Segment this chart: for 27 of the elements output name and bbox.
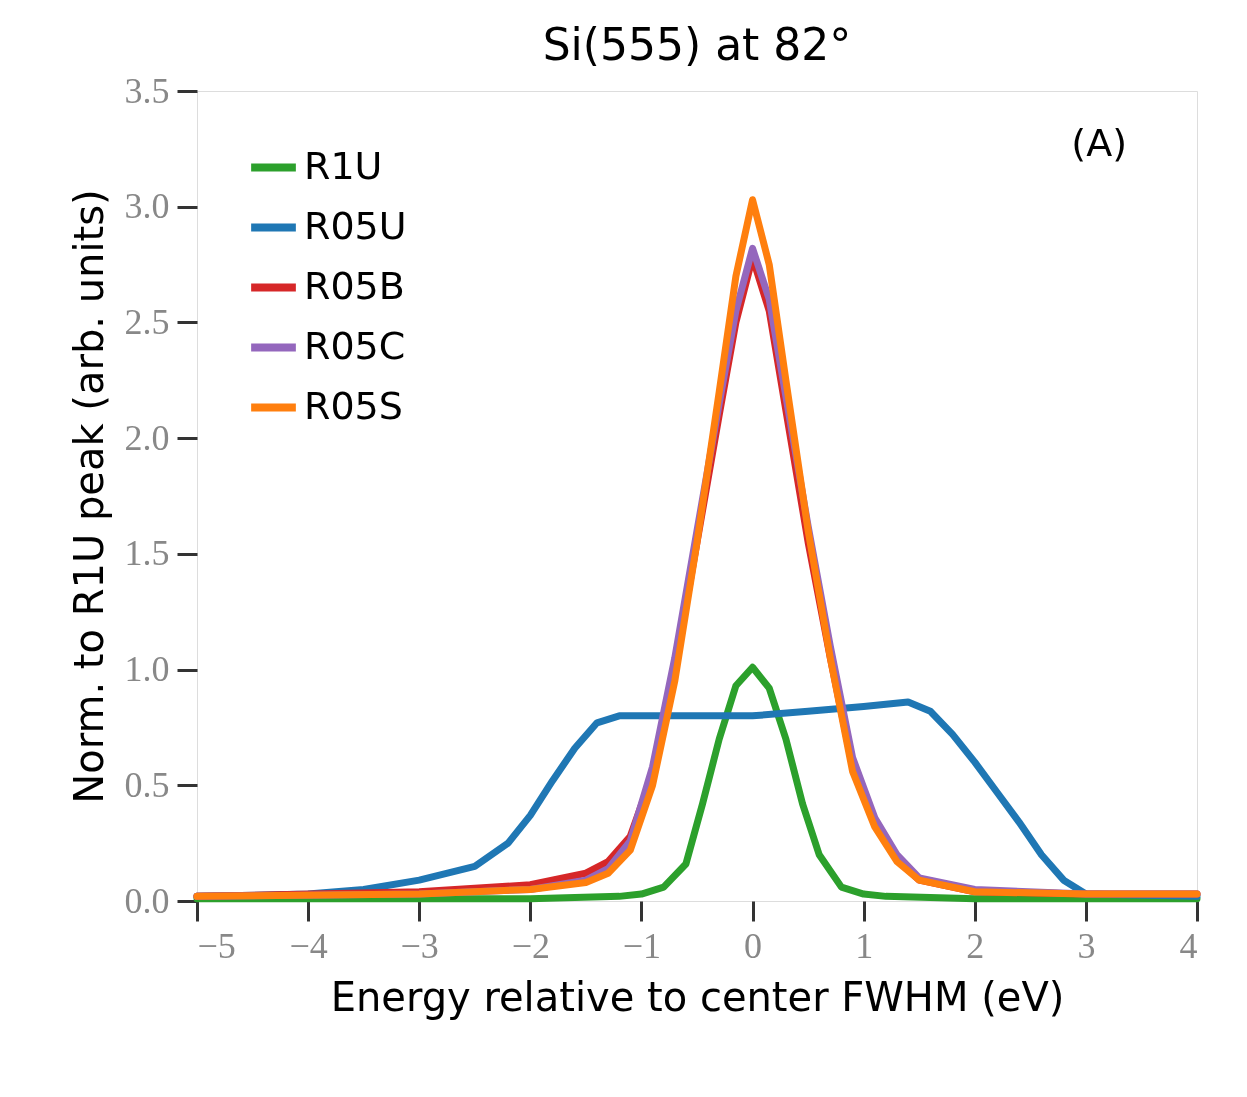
legend-label: R05B xyxy=(304,263,405,308)
legend-label: R05S xyxy=(304,383,403,428)
y-tick-label: 1.0 xyxy=(124,649,170,690)
annotation: (A) xyxy=(1071,121,1127,165)
y-tick-label: 2.5 xyxy=(124,301,170,342)
x-tick-label: 4 xyxy=(1179,925,1198,966)
legend-label: R1U xyxy=(304,143,383,188)
x-tick-label: 3 xyxy=(1077,925,1096,966)
y-tick-label: 2.0 xyxy=(124,417,170,458)
x-tick-label: −1 xyxy=(622,925,662,966)
y-tick-label: 3.5 xyxy=(124,70,170,111)
x-tick-label: −2 xyxy=(511,925,550,966)
x-tick-label: 2 xyxy=(966,925,985,966)
x-tick-label: −5 xyxy=(197,925,236,966)
x-tick-label: 0 xyxy=(744,925,763,966)
chart-title: Si(555) at 82° xyxy=(542,19,852,70)
x-tick-label: 1 xyxy=(855,925,874,966)
y-tick-label: 0.5 xyxy=(124,764,170,805)
y-tick-label: 3.0 xyxy=(124,186,170,227)
y-axis-title: Norm. to R1U peak (arb. units) xyxy=(65,189,112,804)
legend-label: R05U xyxy=(304,203,407,248)
legend-label: R05C xyxy=(304,323,406,368)
x-tick-label: −3 xyxy=(400,925,439,966)
y-tick-label: 0.0 xyxy=(124,880,170,921)
y-tick-label: 1.5 xyxy=(124,533,170,574)
x-axis-title: Energy relative to center FWHM (eV) xyxy=(330,973,1065,1020)
x-tick-label: −4 xyxy=(289,925,328,966)
